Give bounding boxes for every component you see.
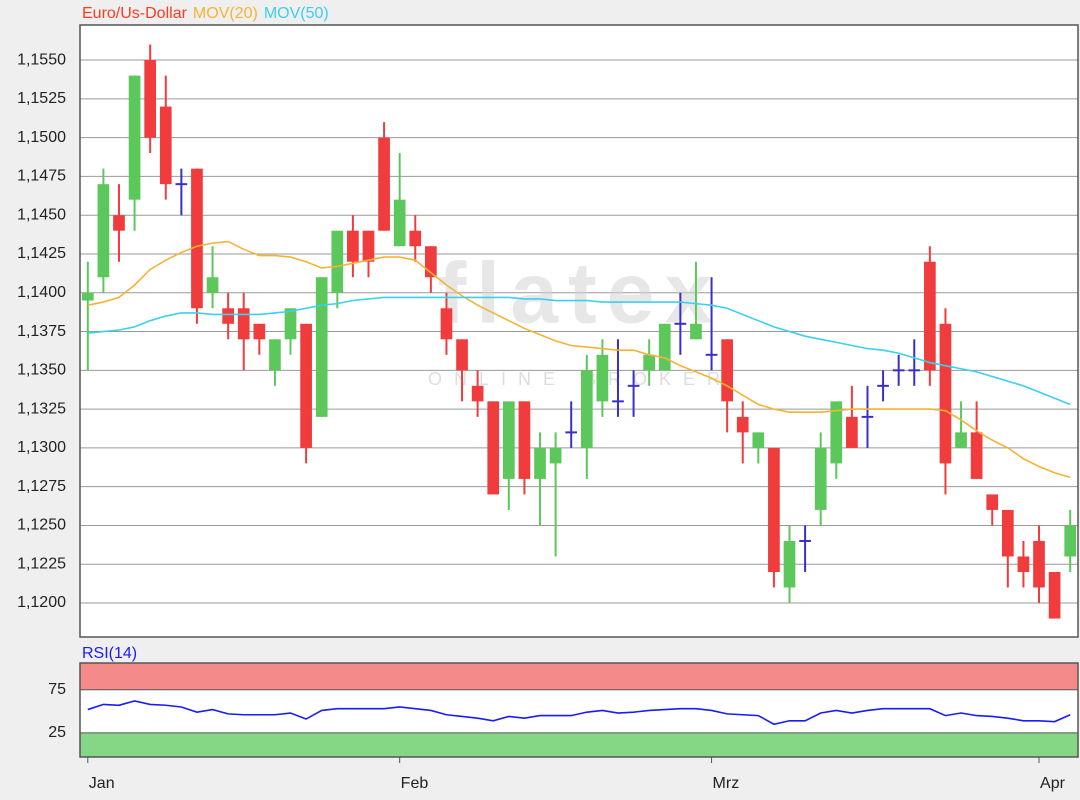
candle-body <box>284 308 297 340</box>
candle-body <box>222 308 234 324</box>
watermark-subtitle: ONLINE BROKER <box>428 369 732 389</box>
candle-body <box>970 432 983 479</box>
candle-body <box>1033 540 1045 588</box>
y-tick-label: 1,1225 <box>17 555 66 572</box>
candle-body <box>549 447 562 464</box>
candle-body <box>81 292 94 301</box>
x-tick-label: Feb <box>401 775 429 792</box>
plot-border <box>79 662 1079 758</box>
candle-body <box>128 75 141 200</box>
y-tick-label: 75 <box>48 681 66 698</box>
candle-body <box>253 323 266 340</box>
candle-body <box>440 308 453 340</box>
y-tick-label: 1,1450 <box>17 206 66 223</box>
candle-body <box>643 354 656 371</box>
candle-body <box>393 199 406 247</box>
candle-body <box>752 432 765 448</box>
candle-body <box>269 339 281 371</box>
candle-body <box>409 230 422 247</box>
candle-body <box>783 540 796 588</box>
y-tick-label: 1,1425 <box>17 245 66 262</box>
candle-body <box>721 339 733 402</box>
moving-average-line <box>87 296 1071 406</box>
y-tick-label: 1,1200 <box>17 594 66 611</box>
x-tick-label: Jan <box>89 775 115 792</box>
candle-body <box>768 447 780 572</box>
candle-body <box>144 60 157 138</box>
candle-body <box>159 106 172 185</box>
candle-body <box>191 168 203 309</box>
candle-body <box>237 308 250 340</box>
y-tick-label: 1,1300 <box>17 439 66 456</box>
candle-body <box>939 323 952 464</box>
candle-body <box>846 416 858 448</box>
y-tick-label: 1,1375 <box>17 323 66 340</box>
candle-body <box>596 354 609 402</box>
zone-band <box>80 663 1078 690</box>
candle-body <box>830 401 843 464</box>
legend-entry: MOV(20) <box>193 5 258 22</box>
y-tick-label: 1,1400 <box>17 284 66 301</box>
candle-body <box>1064 525 1077 557</box>
candle-body <box>502 401 515 479</box>
zone-band <box>80 732 1078 757</box>
candle-body <box>1017 556 1030 572</box>
y-tick-label: 25 <box>48 724 66 741</box>
candle-body <box>347 230 359 262</box>
legend-entry: Euro/Us-Dollar <box>82 5 188 22</box>
y-tick-label: 1,1500 <box>17 129 66 146</box>
candle-body <box>736 416 749 433</box>
y-tick-label: 1,1550 <box>17 51 66 68</box>
candle-body <box>97 184 110 278</box>
candle-body <box>487 401 500 495</box>
candle-body <box>924 261 936 371</box>
plot-border <box>79 24 1079 638</box>
candle-body <box>362 230 375 262</box>
y-tick-label: 1,1350 <box>17 362 66 379</box>
candle-body <box>113 215 125 231</box>
candle-body <box>534 447 546 479</box>
candle-body <box>300 323 312 448</box>
candle-body <box>378 137 390 231</box>
y-tick-label: 1,1475 <box>17 168 66 185</box>
legend-entry: MOV(50) <box>264 5 329 22</box>
moving-average-line <box>87 240 1071 479</box>
candle-body <box>986 494 999 510</box>
candle-body <box>580 370 593 448</box>
candle-body <box>425 246 437 278</box>
y-tick-label: 1,1525 <box>17 90 66 107</box>
y-tick-label: 1,1325 <box>17 400 66 417</box>
candle-body <box>331 230 344 293</box>
candle-body <box>206 277 219 293</box>
candle-body <box>658 323 671 371</box>
panel-label: RSI(14) <box>82 645 137 662</box>
candle-body <box>690 323 702 340</box>
y-tick-label: 1,1250 <box>17 517 66 534</box>
candle-body <box>955 432 967 448</box>
candle-body <box>315 277 328 417</box>
candle-body <box>814 447 827 510</box>
candle-body <box>1001 509 1014 557</box>
candle-body <box>471 385 484 402</box>
x-tick-label: Apr <box>1040 775 1066 792</box>
candle-body <box>518 401 531 479</box>
candle-body <box>1048 571 1061 619</box>
rsi-line <box>87 700 1071 726</box>
x-tick-label: Mrz <box>713 775 740 792</box>
candle-body <box>456 339 468 371</box>
y-tick-label: 1,1275 <box>17 478 66 495</box>
